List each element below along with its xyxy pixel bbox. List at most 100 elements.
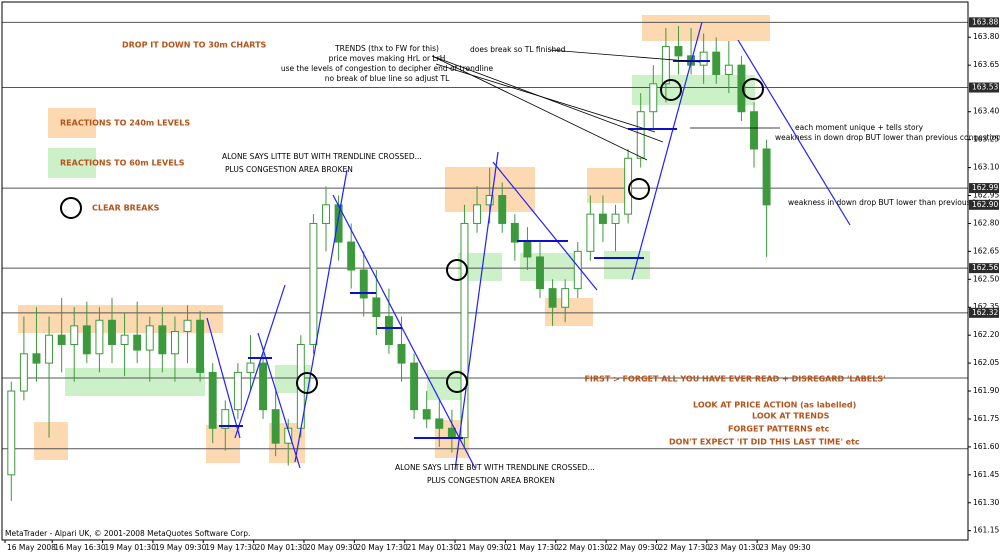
y-tick-label: 163.25: [973, 135, 999, 144]
candle-body: [133, 334, 142, 351]
candle-body: [624, 157, 633, 215]
legend-label: REACTIONS TO 240m LEVELS: [60, 119, 190, 128]
levels: [2, 21, 968, 450]
price-level-label: 162.56: [972, 263, 998, 272]
candle-body: [95, 319, 104, 355]
candle-body: [649, 83, 658, 113]
candle-body: [32, 353, 41, 364]
price-level-box: [969, 199, 999, 210]
zone-60m: [275, 365, 311, 393]
note: ALONE SAYS LITTE BUT WITH TRENDLINE CROS…: [222, 152, 422, 161]
candle-body: [7, 390, 16, 476]
note: FORGET PATTERNS etc: [728, 425, 830, 434]
trendline: [206, 317, 241, 439]
note: price moves making HrL or LrH: [329, 54, 446, 63]
candle-body: [322, 204, 330, 224]
candle-body: [598, 213, 607, 224]
note: FIRST > FORGET ALL YOU HAVE EVER READ + …: [584, 375, 885, 384]
candle-body: [737, 64, 746, 113]
trendline: [454, 151, 499, 471]
y-tick-label: 162.05: [973, 358, 999, 367]
note: PLUS CONGESTION AREA BROKEN: [427, 476, 555, 485]
zone-240m: [642, 15, 770, 41]
note: TRENDS (thx to FW for this): [334, 44, 439, 53]
candle-body: [661, 46, 670, 85]
candle-body: [536, 256, 544, 290]
price-level-label: 163.88: [972, 17, 998, 26]
price-level-label: 162.99: [972, 183, 998, 192]
price-level-label: 162.32: [972, 308, 998, 317]
price-level-box: [969, 17, 999, 28]
zone-240m: [34, 422, 68, 460]
candle-body: [762, 148, 771, 206]
candle-body: [45, 334, 54, 364]
annotations: DROP IT DOWN TO 30m CHARTS TRENDS (thx t…: [5, 41, 1000, 539]
candle-body: [510, 222, 519, 243]
candle-body: [183, 319, 192, 332]
trendline: [332, 194, 476, 469]
break-circle: [742, 78, 764, 100]
x-tick-label: 19 May 01:30: [105, 543, 157, 552]
zone-60m: [604, 251, 650, 279]
y-tick-label: 163.10: [973, 163, 999, 172]
break-circle: [628, 178, 650, 200]
candle-body: [712, 51, 721, 75]
candle-body: [208, 371, 217, 429]
candle-body: [422, 409, 431, 420]
candle-body: [699, 51, 708, 66]
trendline: [257, 332, 301, 469]
candle-body: [523, 241, 532, 258]
y-tick-label: 161.30: [973, 498, 999, 507]
y-tick-label: 161.45: [973, 470, 999, 479]
candle-body: [259, 362, 268, 411]
candle-body: [724, 64, 733, 75]
pointer-line: [431, 55, 648, 161]
footer: MetaTrader - Alpari UK, © 2001-2008 Meta…: [5, 529, 250, 538]
candle-body: [170, 330, 179, 355]
candle-body: [485, 195, 494, 206]
legend-60m-swatch: [48, 148, 96, 178]
drawings: [60, 21, 851, 471]
zone-60m: [520, 253, 582, 281]
break-circle: [296, 372, 318, 394]
candle-body: [158, 325, 167, 355]
candle-body: [498, 195, 507, 224]
trendline: [294, 169, 348, 463]
y-tick-label: 162.80: [973, 218, 999, 227]
note: DON'T EXPECT 'IT DID THIS LAST TIME' etc: [669, 438, 860, 447]
legend-label: REACTIONS TO 60m LEVELS: [60, 159, 185, 168]
note: LOOK AT TRENDS: [752, 412, 830, 421]
price-level-box: [969, 82, 999, 93]
price-level-box: [969, 183, 999, 194]
candle-body: [473, 204, 482, 224]
candle-body: [611, 213, 620, 224]
y-tick-label: 161.60: [973, 442, 999, 451]
x-tick-label: 22 May 17:30: [658, 543, 710, 552]
trendline: [234, 284, 286, 439]
note: weakness in down drop BUT lower than pre…: [788, 198, 991, 207]
candle-body: [347, 241, 356, 271]
candle-body: [108, 319, 116, 345]
candle-body: [57, 334, 66, 345]
x-tick-label: 22 May 01:30: [558, 543, 610, 552]
note: ALONE SAYS LITTE BUT WITH TRENDLINE CROS…: [395, 463, 595, 472]
x-tick-label: 20 May 17:30: [356, 543, 408, 552]
pointer-line: [435, 63, 656, 133]
y-tick-label: 162.95: [973, 191, 999, 200]
candle-body: [447, 427, 456, 439]
trendline: [492, 161, 598, 291]
candle-body: [384, 316, 393, 345]
candle-body: [372, 297, 381, 318]
note: LOOK AT PRICE ACTION (as labelled): [693, 401, 856, 410]
x-tick-label: 22 May 09:30: [608, 543, 660, 552]
zone-60m: [65, 368, 205, 396]
x-tick-label: 20 May 09:30: [306, 543, 358, 552]
break-circle: [446, 371, 468, 393]
y-tick-label: 162.35: [973, 302, 999, 311]
note: weakness in down drop BUT lower than pre…: [775, 133, 1000, 142]
trendline: [737, 39, 851, 226]
legend-circle: [60, 197, 82, 219]
candle-body: [246, 362, 255, 373]
